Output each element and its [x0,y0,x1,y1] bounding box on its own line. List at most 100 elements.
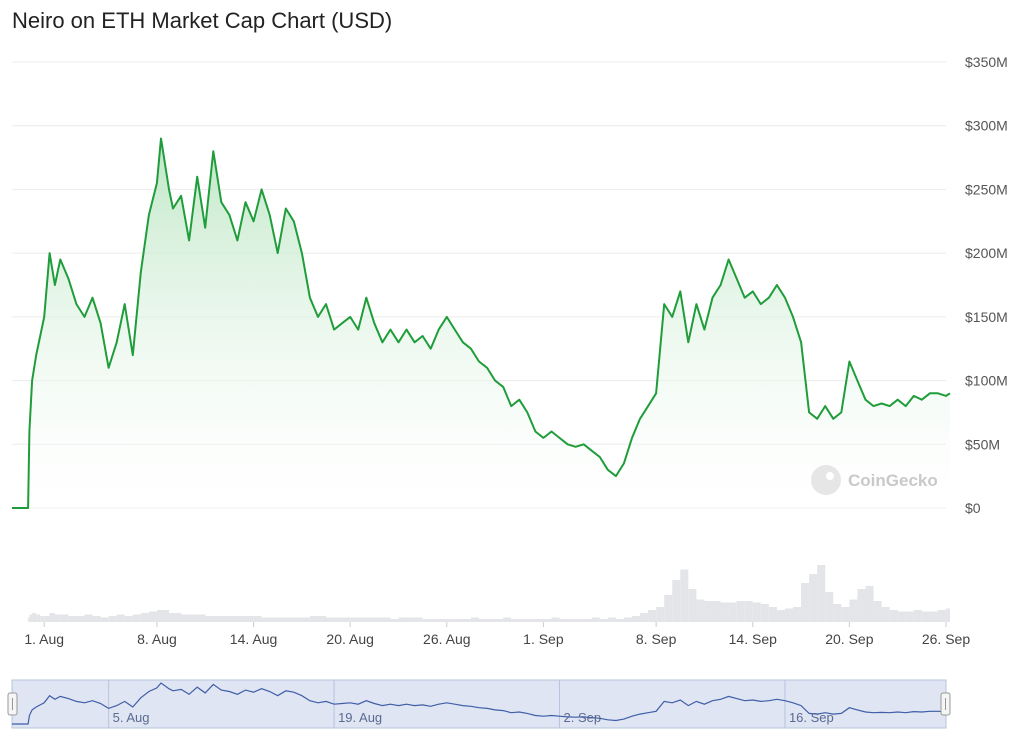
volume-bar [54,614,61,622]
volume-bar [503,617,512,622]
volume-bar [470,617,479,622]
volume-bar [49,613,55,622]
volume-bar [736,601,745,622]
volume-bar [454,619,463,622]
volume-bar [29,614,33,622]
volume-bar [591,617,600,622]
volume-bar [511,619,520,622]
volume-bar [76,616,85,622]
y-tick-label: $350M [965,54,1008,70]
volume-bar [857,589,866,622]
volume-bar [382,617,391,622]
volume-bar [728,602,737,622]
volume-bar [253,616,262,622]
volume-bar [833,604,842,622]
volume-bar [680,569,689,622]
volume-bar [446,619,455,622]
volume-bar [535,619,544,622]
volume-bar [132,614,141,622]
navigator-tick-label: 2. Sep [564,710,602,725]
range-navigator[interactable]: 5. Aug 19. Aug 2. Sep 16. Sep [7,679,951,729]
volume-bar [160,610,170,622]
volume-bar [213,616,222,622]
volume-bar [374,617,383,622]
volume-bar [84,614,93,622]
volume-bar [712,601,721,622]
market-cap-area [12,138,950,508]
volume-bar [237,616,246,622]
volume-bar [768,607,777,622]
volume-bar [100,617,109,622]
volume-bar [173,613,182,622]
volume-bar [937,610,946,622]
volume-bar [704,601,713,622]
volume-bar [696,599,705,622]
volume-bar [615,619,624,622]
market-cap-line[interactable] [12,137,951,509]
navigator-tick-label: 5. Aug [113,710,150,725]
volume-bar [406,617,415,622]
volume-bar [229,616,238,622]
volume-bar [913,610,922,622]
volume-bar [140,613,149,622]
navigator-line [12,682,951,725]
volume-bar [656,607,665,622]
volume-bar [309,616,318,622]
volume-bar [559,619,568,622]
volume-bar [205,616,214,622]
volume-bar [809,574,818,622]
volume-bar [28,617,30,622]
x-tick-label: 20. Sep [825,631,873,647]
volume-bar [776,610,785,622]
volume-bar [623,617,632,622]
volume-bar [897,611,906,622]
volume-bar [527,619,536,622]
volume-bar [921,611,930,622]
volume-bar [60,614,69,622]
volume-bar [543,619,552,622]
volume-bar [269,617,278,622]
volume-bar [841,607,850,622]
navigator-line-layer [12,682,951,725]
volume-bar [169,613,174,622]
volume-bar [583,619,592,622]
volume-bar [422,619,431,622]
volume-bar [801,583,810,622]
volume-bar [293,617,302,622]
volume-bar [946,608,951,622]
navigator-tick-label: 19. Aug [338,710,382,725]
volume-bar [181,614,190,622]
volume-bar [92,616,101,622]
volume-bar [366,617,375,622]
volume-bar [40,616,45,622]
volume-bar [889,610,898,622]
volume-bar [599,619,608,622]
volume-bar [849,599,858,622]
volume-bar [873,601,882,622]
y-tick-label: $200M [965,245,1008,261]
volume-bar [261,617,270,622]
volume-bar [640,613,649,622]
volume-bar [390,619,399,622]
volume-bar [793,607,802,622]
volume-bar [124,616,133,622]
volume-bar [672,580,681,622]
x-tick-label: 1. Aug [24,631,64,647]
volume-bar [221,616,230,622]
volume-bar [398,617,407,622]
volume-bar [567,619,576,622]
volume-bar [817,565,826,622]
y-tick-label: $150M [965,309,1008,325]
volume-bar [32,613,37,622]
volume-bar [825,592,834,622]
x-tick-label: 20. Aug [326,631,374,647]
volume-bar [479,619,488,622]
y-tick-label: $50M [965,436,1000,452]
volume-bar [36,614,41,622]
volume-bar [350,617,359,622]
coingecko-logo-eye-icon [826,472,834,480]
volume-bar [664,595,673,622]
volume-layer [28,565,951,622]
volume-bar [116,614,125,622]
